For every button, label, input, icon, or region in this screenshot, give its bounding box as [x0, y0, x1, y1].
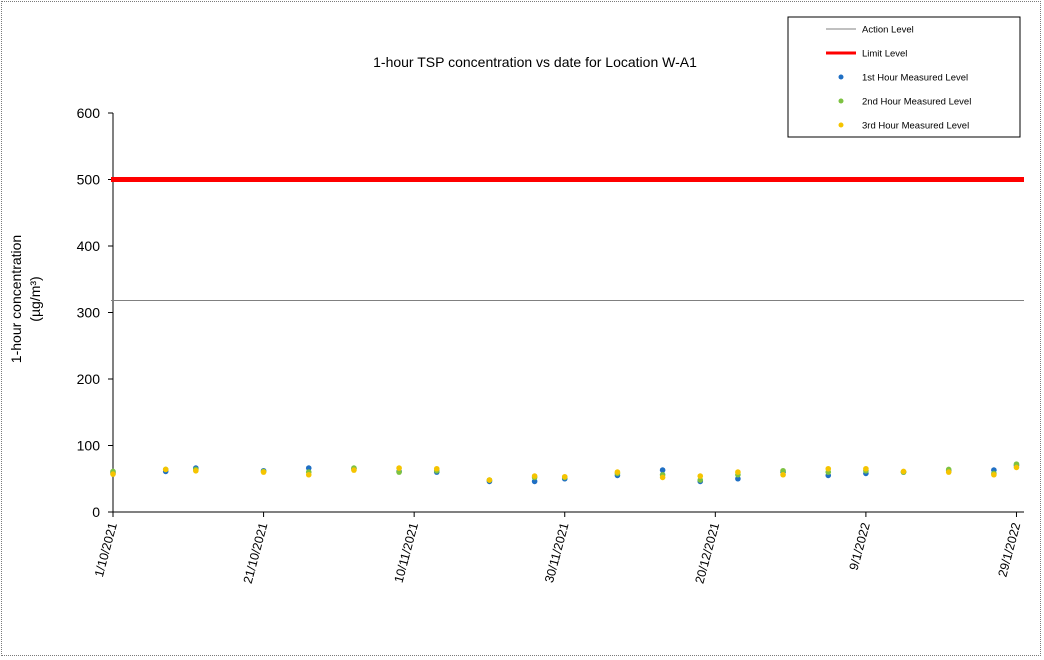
legend-label: 1st Hour Measured Level — [862, 73, 968, 84]
legend-label: Limit Level — [862, 49, 907, 60]
series-3-point — [1013, 464, 1020, 471]
y-axis-label-line1: 1-hour concentration — [8, 235, 24, 363]
series-3-point — [735, 469, 741, 475]
y-axis: 0 100 200 300 400 500 600 — [77, 105, 114, 520]
y-tick-label: 100 — [77, 438, 101, 454]
series-2-point — [780, 467, 786, 474]
y-axis-label: 1-hour concentration (µg/m³) — [8, 235, 43, 363]
y-tick-label: 0 — [92, 504, 100, 520]
x-tick-label: 21/10/2021 — [241, 521, 271, 585]
legend-swatch-dot — [838, 122, 844, 128]
series-3-point — [486, 477, 493, 483]
legend-label: Action Level — [862, 25, 914, 36]
x-axis: 1/10/2021 21/10/2021 10/11/2021 30/11/2021 2… — [92, 511, 1024, 585]
legend-label: 2nd Hour Measured Level — [862, 97, 971, 108]
series-1-point — [531, 478, 538, 485]
x-tick-label: 20/12/2021 — [692, 521, 722, 585]
legend-swatch-dot — [838, 74, 844, 80]
y-axis-label-line2: (µg/m³) — [27, 276, 43, 321]
series-3-point — [991, 471, 997, 478]
series-3-point — [697, 473, 704, 479]
legend-box — [787, 16, 1021, 138]
series-1-point — [659, 467, 666, 473]
series-3-point — [193, 467, 199, 474]
series-3-point — [110, 471, 116, 477]
legend-swatch-dot — [838, 98, 844, 104]
y-tick-label: 300 — [77, 305, 101, 321]
legend: Action Level Limit Level 1st Hour Measured… — [787, 16, 1021, 138]
series-3-point — [305, 471, 312, 478]
legend-label: 3rd Hour Measured Level — [862, 121, 969, 132]
series-3-point — [260, 469, 267, 475]
y-tick-label: 500 — [77, 172, 101, 188]
series-3-point — [900, 468, 907, 475]
series-2-point — [396, 469, 402, 475]
series-2-point — [697, 477, 704, 483]
series-3-point — [351, 467, 357, 473]
x-tick-label: 29/1/2022 — [995, 521, 1023, 578]
series-3-point — [863, 465, 869, 472]
y-tick-label: 400 — [77, 238, 101, 254]
series-3-point — [433, 465, 440, 472]
series-1-point — [305, 465, 312, 471]
x-tick-label: 30/11/2021 — [542, 521, 571, 584]
chart-title: 1-hour TSP concentration vs date for Loc… — [373, 54, 697, 70]
series-3-point — [162, 466, 169, 473]
series-3-point — [561, 473, 568, 480]
series-3-point — [945, 469, 952, 475]
x-tick-label: 1/10/2021 — [92, 521, 120, 578]
series-3-point — [614, 469, 621, 475]
series-1-point — [735, 475, 741, 482]
data-points — [110, 461, 1020, 485]
series-3-point — [659, 474, 666, 481]
series-3-point — [780, 471, 786, 478]
x-tick-label: 10/11/2021 — [392, 521, 421, 584]
series-3-point — [396, 465, 402, 471]
x-tick-label: 9/1/2022 — [847, 521, 873, 572]
y-tick-label: 200 — [77, 371, 101, 387]
reference-lines — [111, 177, 1024, 302]
series-3-point — [825, 465, 832, 472]
y-tick-label: 600 — [77, 105, 101, 121]
series-3-point — [531, 473, 538, 479]
